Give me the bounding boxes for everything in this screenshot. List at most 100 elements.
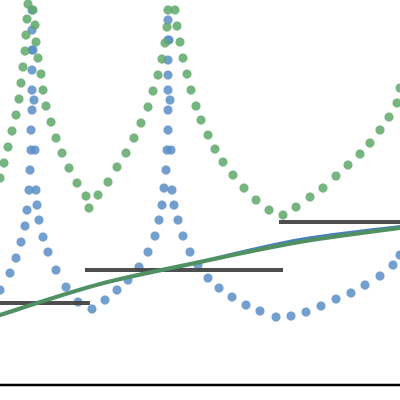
data-point [395, 250, 400, 260]
data-point [31, 185, 41, 195]
data-point [72, 178, 82, 188]
data-point [28, 5, 38, 15]
data-point [163, 5, 173, 15]
data-point [375, 271, 385, 281]
data-point [18, 62, 28, 72]
data-point [157, 200, 167, 210]
data-point [305, 192, 315, 202]
data-point [36, 69, 46, 79]
data-point [150, 231, 160, 241]
data-point [121, 148, 131, 158]
data-point [11, 110, 21, 120]
data-point [84, 203, 94, 213]
data-point [157, 54, 167, 64]
data-point [331, 294, 341, 304]
data-point [11, 253, 21, 263]
data-point [38, 232, 48, 242]
data-point [3, 142, 13, 152]
data-point [112, 162, 122, 172]
data-point [20, 46, 30, 56]
data-point [228, 170, 238, 180]
data-point [27, 65, 37, 75]
data-point [301, 307, 311, 317]
data-point [165, 95, 175, 105]
data-point [191, 101, 201, 111]
data-point [210, 144, 220, 154]
data-point [239, 183, 249, 193]
data-point [103, 177, 113, 187]
data-point [163, 105, 173, 115]
data-point [172, 21, 182, 31]
data-point [100, 295, 110, 305]
data-point [163, 70, 173, 80]
data-point [87, 304, 97, 314]
data-point [218, 157, 228, 167]
data-point [318, 183, 328, 193]
plot-area [0, 0, 400, 322]
data-point [0, 285, 5, 295]
data-point [153, 70, 163, 80]
data-point [154, 215, 164, 225]
data-point [34, 215, 44, 225]
data-point [355, 149, 365, 159]
data-point [27, 105, 37, 115]
data-point [5, 268, 15, 278]
data-point [186, 85, 196, 95]
data-point [21, 30, 31, 40]
data-point [26, 125, 36, 135]
data-point [22, 205, 32, 215]
data-point [14, 94, 24, 104]
data-point [51, 133, 61, 143]
data-point [173, 215, 183, 225]
data-point [136, 118, 146, 128]
data-point [271, 312, 281, 322]
data-point [203, 130, 213, 140]
data-point [392, 98, 400, 108]
data-point [203, 273, 213, 283]
data-point [167, 185, 177, 195]
data-point [286, 311, 296, 321]
data-point [241, 300, 251, 310]
data-point [166, 145, 176, 155]
data-point [25, 165, 35, 175]
data-point [46, 117, 56, 127]
data-point [43, 247, 53, 257]
data-point [278, 210, 288, 220]
data-point [0, 158, 9, 168]
data-point [112, 285, 122, 295]
data-point [16, 237, 26, 247]
data-point [346, 288, 356, 298]
data-point [22, 14, 32, 24]
data-point [365, 138, 375, 148]
data-point [93, 190, 103, 200]
data-point [29, 95, 39, 105]
data-point [41, 101, 51, 111]
data-point [159, 183, 169, 193]
data-point [31, 37, 41, 47]
data-point [143, 102, 153, 112]
data-point [163, 125, 173, 135]
data-point [170, 5, 180, 15]
data-point [178, 53, 188, 63]
data-point [51, 265, 61, 275]
data-point [16, 78, 26, 88]
data-point [27, 85, 37, 95]
data-point [143, 247, 153, 257]
data-point [316, 301, 326, 311]
data-point [33, 53, 43, 63]
data-point [388, 260, 398, 270]
data-point [129, 133, 139, 143]
data-point [20, 221, 30, 231]
data-point [30, 145, 40, 155]
data-point [227, 292, 237, 302]
data-point [148, 86, 158, 96]
data-point [251, 195, 261, 205]
data-point [163, 15, 173, 25]
data-point [375, 125, 385, 135]
data-point [255, 306, 265, 316]
data-point [182, 69, 192, 79]
data-point [169, 200, 179, 210]
